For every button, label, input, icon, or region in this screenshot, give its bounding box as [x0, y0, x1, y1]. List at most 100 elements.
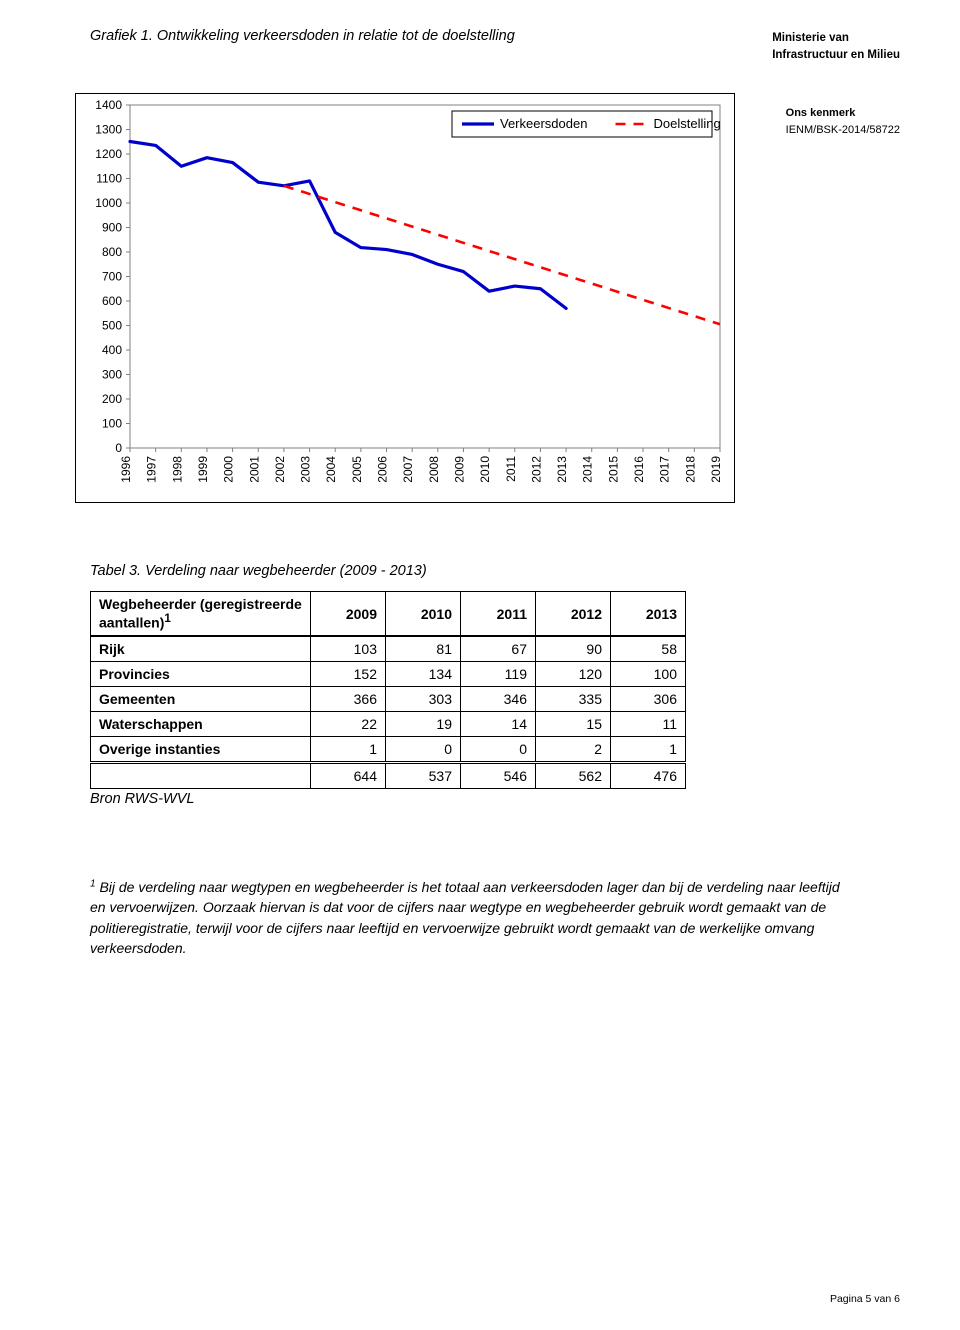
chart-title: Grafiek 1. Ontwikkeling verkeersdoden in…	[90, 28, 515, 44]
svg-text:1200: 1200	[95, 147, 122, 161]
line-chart: 0 100 200 300 400 500 600 700 800 900 1000 1100 1200…	[75, 93, 735, 503]
table-row-label: Provincies	[91, 662, 311, 687]
table-cell: 81	[386, 636, 461, 662]
table-caption-prefix: Tabel 3.	[90, 563, 141, 579]
svg-text:Doelstelling: Doelstelling	[654, 116, 721, 131]
table-row-label: Overige instanties	[91, 737, 311, 763]
footnote: 1 Bij de verdeling naar wegtypen en wegb…	[90, 877, 850, 958]
svg-text:2005: 2005	[350, 456, 364, 483]
svg-text:2016: 2016	[632, 456, 646, 483]
chart-title-prefix: Grafiek 1.	[90, 28, 153, 44]
table-header-year: 2011	[461, 592, 536, 636]
table-cell: 19	[386, 712, 461, 737]
svg-text:2007: 2007	[401, 456, 415, 483]
footnote-text: Bij de verdeling naar wegtypen en wegbeh…	[90, 879, 840, 956]
svg-text:1400: 1400	[95, 98, 122, 112]
table-total-cell: 537	[386, 763, 461, 789]
svg-text:800: 800	[102, 245, 122, 259]
svg-text:2001: 2001	[247, 456, 261, 483]
ministry-line1: Ministerie van	[772, 30, 900, 47]
table-cell: 152	[311, 662, 386, 687]
table-cell: 90	[536, 636, 611, 662]
kenmerk-value: IENM/BSK-2014/58722	[786, 122, 900, 139]
svg-text:1998: 1998	[170, 456, 184, 483]
svg-text:2008: 2008	[427, 456, 441, 483]
table-total-cell: 546	[461, 763, 536, 789]
svg-text:700: 700	[102, 270, 122, 284]
table-total-cell: 644	[311, 763, 386, 789]
svg-text:1999: 1999	[196, 456, 210, 483]
table-cell: 1	[311, 737, 386, 763]
svg-text:2012: 2012	[529, 456, 543, 483]
data-table: Wegbeheerder (geregistreerde aantallen)1…	[90, 591, 686, 789]
svg-text:300: 300	[102, 368, 122, 382]
table-header-year: 2013	[611, 592, 686, 636]
table-row-label: Gemeenten	[91, 687, 311, 712]
svg-text:200: 200	[102, 392, 122, 406]
table-cell: 11	[611, 712, 686, 737]
table-total-cell: 476	[611, 763, 686, 789]
table-row-label: Rijk	[91, 636, 311, 662]
svg-text:2017: 2017	[658, 456, 672, 483]
svg-text:400: 400	[102, 343, 122, 357]
table-header-year: 2010	[386, 592, 461, 636]
svg-text:Verkeersdoden: Verkeersdoden	[500, 116, 587, 131]
svg-text:2019: 2019	[709, 456, 723, 483]
table-cell: 100	[611, 662, 686, 687]
table-header-year: 2012	[536, 592, 611, 636]
svg-text:1000: 1000	[95, 196, 122, 210]
table-cell: 15	[536, 712, 611, 737]
table-header-label: Wegbeheerder (geregistreerde aantallen)1	[91, 592, 311, 636]
svg-text:2013: 2013	[555, 456, 569, 483]
table-cell: 22	[311, 712, 386, 737]
table-caption: Tabel 3. Verdeling naar wegbeheerder (20…	[90, 563, 900, 579]
table-cell: 335	[536, 687, 611, 712]
table-cell: 103	[311, 636, 386, 662]
svg-text:600: 600	[102, 294, 122, 308]
svg-text:0: 0	[115, 441, 122, 455]
table-cell: 0	[461, 737, 536, 763]
svg-text:2004: 2004	[324, 456, 338, 483]
table-cell: 119	[461, 662, 536, 687]
table-cell: 134	[386, 662, 461, 687]
svg-text:2015: 2015	[606, 456, 620, 483]
table-total-cell: 562	[536, 763, 611, 789]
table-cell: 303	[386, 687, 461, 712]
table-cell: 306	[611, 687, 686, 712]
table-cell: 366	[311, 687, 386, 712]
table-cell: 1	[611, 737, 686, 763]
svg-text:2006: 2006	[376, 456, 390, 483]
table-cell: 67	[461, 636, 536, 662]
kenmerk-block: Ons kenmerk IENM/BSK-2014/58722	[786, 105, 900, 138]
table-source: Bron RWS-WVL	[90, 791, 900, 807]
svg-text:2014: 2014	[581, 456, 595, 483]
svg-text:2003: 2003	[299, 456, 313, 483]
svg-text:500: 500	[102, 319, 122, 333]
table-header-year: 2009	[311, 592, 386, 636]
svg-text:1996: 1996	[119, 456, 133, 483]
svg-text:900: 900	[102, 221, 122, 235]
chart-title-rest: Ontwikkeling verkeersdoden in relatie to…	[153, 28, 515, 44]
page-footer: Pagina 5 van 6	[830, 1293, 900, 1305]
svg-text:2010: 2010	[478, 456, 492, 483]
svg-text:2002: 2002	[273, 456, 287, 483]
kenmerk-label: Ons kenmerk	[786, 105, 900, 122]
ministry-line2: Infrastructuur en Milieu	[772, 47, 900, 64]
table-caption-rest: Verdeling naar wegbeheerder (2009 - 2013…	[141, 563, 427, 579]
svg-text:2000: 2000	[222, 456, 236, 483]
table-cell: 58	[611, 636, 686, 662]
svg-text:2009: 2009	[452, 456, 466, 483]
svg-text:1997: 1997	[145, 456, 159, 483]
svg-text:1300: 1300	[95, 123, 122, 137]
svg-text:100: 100	[102, 417, 122, 431]
svg-text:1100: 1100	[96, 172, 122, 186]
svg-text:2018: 2018	[683, 456, 697, 483]
table-cell: 0	[386, 737, 461, 763]
svg-text:2011: 2011	[504, 456, 518, 482]
table-cell: 346	[461, 687, 536, 712]
table-cell: 14	[461, 712, 536, 737]
table-row-label: Waterschappen	[91, 712, 311, 737]
table-cell: 120	[536, 662, 611, 687]
table-total-label	[91, 763, 311, 789]
ministry-block: Ministerie van Infrastructuur en Milieu	[772, 30, 900, 63]
